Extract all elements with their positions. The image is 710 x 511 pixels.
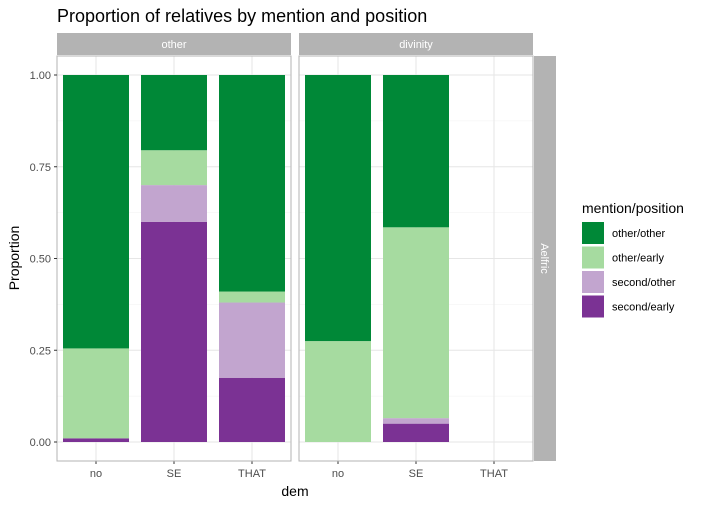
x-axis-title: dem bbox=[281, 483, 308, 499]
y-tick-label: 0.00 bbox=[30, 437, 51, 449]
chart-title: Proportion of relatives by mention and p… bbox=[57, 6, 427, 26]
legend-label: other/other bbox=[612, 228, 666, 240]
facet-strip-divinity bbox=[299, 33, 533, 55]
bar-segment-other-no-second-early bbox=[63, 438, 129, 442]
legend-title: mention/position bbox=[582, 200, 684, 216]
x-tick-label: THAT bbox=[238, 468, 266, 480]
row-strip bbox=[534, 56, 556, 461]
legend-label: second/other bbox=[612, 277, 676, 289]
y-tick-label: 1.00 bbox=[30, 70, 51, 82]
x-tick-label: SE bbox=[167, 468, 182, 480]
bar-segment-divinity-SE-other-early bbox=[383, 227, 449, 419]
bar-segment-other-SE-other-other bbox=[141, 75, 207, 151]
bar-segment-other-SE-second-other bbox=[141, 185, 207, 222]
bar-segment-other-no-other-other bbox=[63, 75, 129, 349]
bar-segment-divinity-SE-second-early bbox=[383, 423, 449, 442]
bar-segment-other-THAT-second-other bbox=[219, 302, 285, 378]
bar-segment-other-no-other-early bbox=[63, 348, 129, 439]
bar-segment-other-SE-other-early bbox=[141, 150, 207, 186]
panels-layer: other no SE THAT divinity no SE THAT 0.00 0.25 0.5… bbox=[30, 33, 556, 480]
bar-segment-divinity-SE-other-other bbox=[383, 75, 449, 228]
x-tick-label: SE bbox=[409, 468, 424, 480]
facet-strip-label: divinity bbox=[399, 39, 433, 51]
y-tick-label: 0.50 bbox=[30, 254, 51, 266]
legend: mention/position other/other other/early s… bbox=[582, 200, 684, 318]
bar-segment-divinity-no-other-early bbox=[305, 341, 371, 442]
x-tick-label: no bbox=[90, 468, 102, 480]
bar-segment-other-THAT-other-other bbox=[219, 75, 285, 292]
y-tick-label: 0.75 bbox=[30, 162, 51, 174]
legend-key-second-early bbox=[582, 295, 604, 318]
legend-label: other/early bbox=[612, 253, 664, 265]
bar-segment-other-SE-second-early bbox=[141, 221, 207, 442]
panel-border bbox=[298, 55, 534, 462]
legend-key-second-other bbox=[582, 271, 604, 293]
facet-strip-label: other bbox=[161, 39, 186, 51]
bar-segment-divinity-no-other-other bbox=[305, 75, 371, 342]
x-tick-label: THAT bbox=[480, 468, 508, 480]
bar-segment-other-THAT-second-early bbox=[219, 377, 285, 442]
y-tick-label: 0.25 bbox=[30, 345, 51, 357]
legend-label: second/early bbox=[612, 302, 675, 314]
facet-strip-other bbox=[57, 33, 291, 55]
y-axis-title: Proportion bbox=[6, 226, 22, 291]
x-tick-label: no bbox=[332, 468, 344, 480]
bar-segment-divinity-SE-second-other bbox=[383, 418, 449, 424]
legend-key-other-early bbox=[582, 246, 604, 269]
row-strip-label: Aelfric bbox=[538, 243, 550, 274]
legend-key-other-other bbox=[582, 222, 604, 244]
bar-segment-other-THAT-other-early bbox=[219, 291, 285, 303]
